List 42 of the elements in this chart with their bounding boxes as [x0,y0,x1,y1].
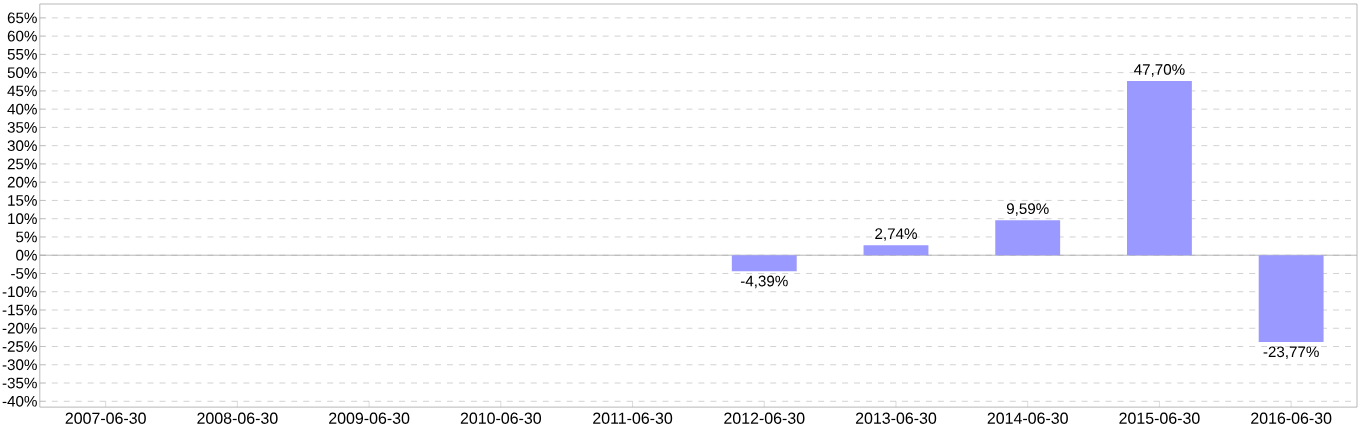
y-tick-label: -15% [2,304,37,316]
y-tick-label: 65% [7,12,37,24]
y-tick-label: -40% [2,395,37,407]
y-tick-label: 50% [7,67,37,78]
y-tick-label: -35% [2,377,37,389]
y-tick-label: 35% [7,122,37,133]
x-tick-label: 2016-06-30 [1251,412,1332,424]
y-tick-label: 55% [7,49,37,60]
y-tick-label: -5% [11,268,37,279]
x-tick-label: 2011-06-30 [593,412,673,424]
y-tick-label: -10% [2,286,37,298]
bar [1127,81,1192,256]
y-tick-label: 15% [8,195,37,206]
data-label: 9,59% [1006,203,1049,216]
y-tick-label: -25% [2,341,37,352]
y-tick-label: 30% [7,140,37,152]
data-label: 2,74% [875,228,917,241]
y-tick-label: -30% [2,359,37,371]
y-tick-label: 0% [16,249,37,261]
data-label: 47,70% [1134,64,1185,77]
x-tick-label: 2010-06-30 [460,412,542,424]
x-tick-label: 2015-06-30 [1119,412,1200,424]
data-label: -4,39% [740,275,788,289]
x-tick-label: 2007-06-30 [65,412,146,424]
x-tick-label: 2012-06-30 [724,412,805,424]
y-tick-label: 25% [7,158,37,170]
y-tick-label: 20% [7,176,37,188]
bar [731,255,797,272]
y-tick-label: 5% [16,231,37,243]
bar [995,220,1061,256]
x-tick-label: 2008-06-30 [197,412,278,424]
bar [863,245,929,256]
bar [1258,255,1324,342]
x-tick-label: 2014-06-30 [987,412,1068,424]
y-tick-label: 40% [7,103,37,115]
x-tick-label: 2009-06-30 [329,412,410,424]
data-label: -23,77% [1263,346,1319,359]
x-tick-label: 2013-06-30 [855,412,937,424]
y-tick-label: 45% [7,85,37,97]
y-tick-label: -20% [2,322,37,334]
y-tick-label: 10% [8,213,37,225]
y-tick-label: 60% [7,30,37,42]
